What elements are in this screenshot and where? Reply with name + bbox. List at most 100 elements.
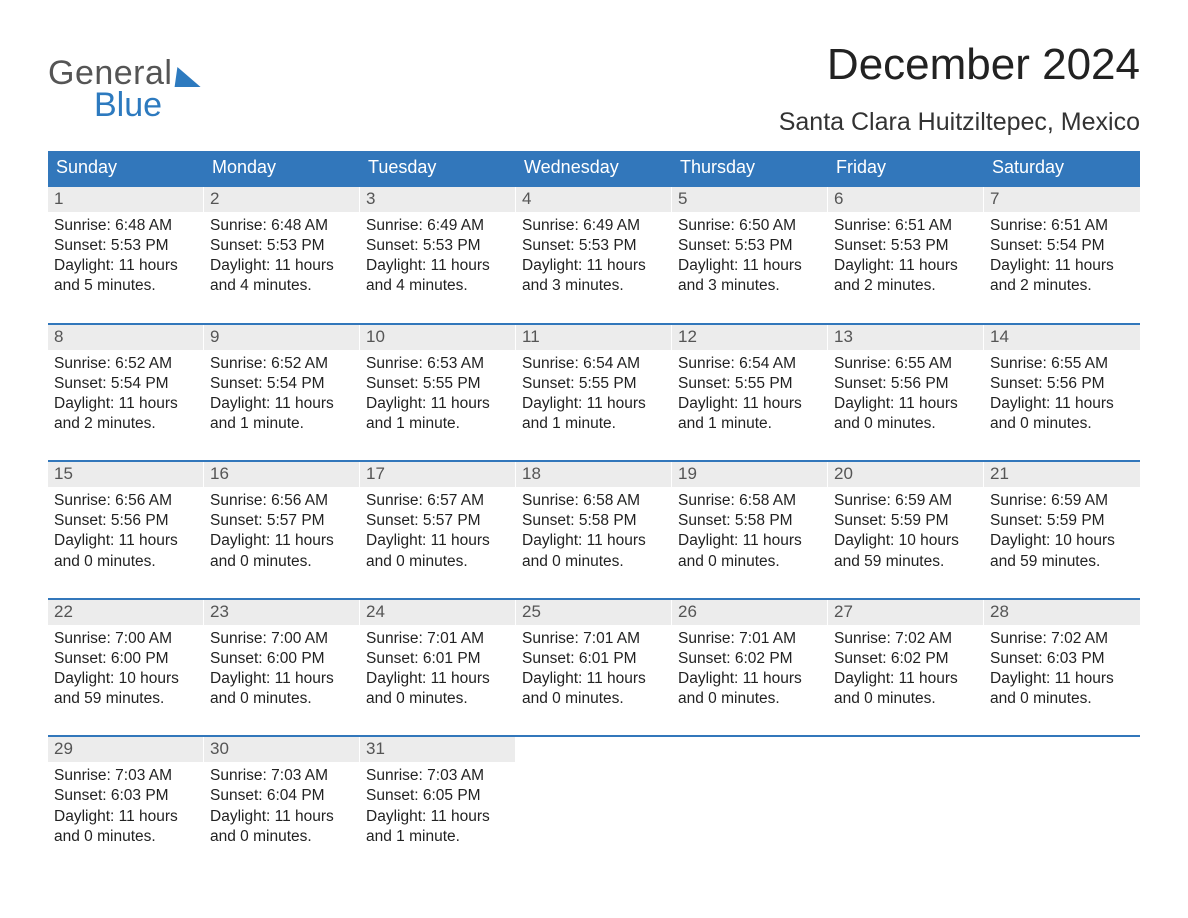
day-number: 10 — [360, 325, 516, 350]
calendar-day-cell: 4Sunrise: 6:49 AMSunset: 5:53 PMDaylight… — [516, 187, 672, 323]
calendar-day-cell: 20Sunrise: 6:59 AMSunset: 5:59 PMDayligh… — [828, 462, 984, 598]
sunrise-line: Sunrise: 6:54 AM — [678, 354, 822, 374]
sunrise-line: Sunrise: 6:52 AM — [210, 354, 354, 374]
calendar-day-cell: 27Sunrise: 7:02 AMSunset: 6:02 PMDayligh… — [828, 600, 984, 736]
calendar-day-cell: 29Sunrise: 7:03 AMSunset: 6:03 PMDayligh… — [48, 737, 204, 873]
day-details: Sunrise: 6:49 AMSunset: 5:53 PMDaylight:… — [360, 212, 516, 297]
calendar-day-cell: 31Sunrise: 7:03 AMSunset: 6:05 PMDayligh… — [360, 737, 516, 873]
sunrise-line: Sunrise: 6:51 AM — [834, 216, 978, 236]
calendar-day-cell: 3Sunrise: 6:49 AMSunset: 5:53 PMDaylight… — [360, 187, 516, 323]
sunset-line: Sunset: 5:53 PM — [834, 236, 978, 256]
day-number: 17 — [360, 462, 516, 487]
page-title: December 2024 — [779, 40, 1140, 90]
day-details: Sunrise: 6:49 AMSunset: 5:53 PMDaylight:… — [516, 212, 672, 297]
daylight-line: Daylight: 11 hours and 0 minutes. — [54, 531, 198, 571]
calendar-day-cell: 10Sunrise: 6:53 AMSunset: 5:55 PMDayligh… — [360, 325, 516, 461]
sunrise-line: Sunrise: 6:49 AM — [366, 216, 510, 236]
sunrise-line: Sunrise: 6:55 AM — [834, 354, 978, 374]
day-details: Sunrise: 6:54 AMSunset: 5:55 PMDaylight:… — [672, 350, 828, 435]
sunrise-line: Sunrise: 6:58 AM — [678, 491, 822, 511]
calendar-day-cell: 26Sunrise: 7:01 AMSunset: 6:02 PMDayligh… — [672, 600, 828, 736]
sunset-line: Sunset: 5:56 PM — [990, 374, 1134, 394]
day-number: 13 — [828, 325, 984, 350]
day-details: Sunrise: 6:52 AMSunset: 5:54 PMDaylight:… — [204, 350, 360, 435]
day-number: 20 — [828, 462, 984, 487]
calendar-day-cell: 22Sunrise: 7:00 AMSunset: 6:00 PMDayligh… — [48, 600, 204, 736]
sunset-line: Sunset: 5:53 PM — [54, 236, 198, 256]
day-details: Sunrise: 7:03 AMSunset: 6:05 PMDaylight:… — [360, 762, 516, 847]
day-number: 15 — [48, 462, 204, 487]
day-number — [672, 737, 828, 742]
sunset-line: Sunset: 5:58 PM — [678, 511, 822, 531]
day-details: Sunrise: 6:56 AMSunset: 5:56 PMDaylight:… — [48, 487, 204, 572]
day-number: 18 — [516, 462, 672, 487]
day-number: 2 — [204, 187, 360, 212]
day-details: Sunrise: 6:48 AMSunset: 5:53 PMDaylight:… — [204, 212, 360, 297]
sunrise-line: Sunrise: 7:02 AM — [990, 629, 1134, 649]
day-details: Sunrise: 7:00 AMSunset: 6:00 PMDaylight:… — [204, 625, 360, 710]
calendar-week-row: 29Sunrise: 7:03 AMSunset: 6:03 PMDayligh… — [48, 735, 1140, 873]
calendar-day-cell: 5Sunrise: 6:50 AMSunset: 5:53 PMDaylight… — [672, 187, 828, 323]
day-number: 28 — [984, 600, 1140, 625]
sunset-line: Sunset: 5:58 PM — [522, 511, 666, 531]
sunrise-line: Sunrise: 6:58 AM — [522, 491, 666, 511]
day-details: Sunrise: 6:51 AMSunset: 5:54 PMDaylight:… — [984, 212, 1140, 297]
daylight-line: Daylight: 11 hours and 2 minutes. — [54, 394, 198, 434]
day-number: 14 — [984, 325, 1140, 350]
day-details: Sunrise: 6:58 AMSunset: 5:58 PMDaylight:… — [516, 487, 672, 572]
day-details: Sunrise: 6:55 AMSunset: 5:56 PMDaylight:… — [984, 350, 1140, 435]
calendar-day-cell: 25Sunrise: 7:01 AMSunset: 6:01 PMDayligh… — [516, 600, 672, 736]
sunrise-line: Sunrise: 7:03 AM — [366, 766, 510, 786]
daylight-line: Daylight: 10 hours and 59 minutes. — [54, 669, 198, 709]
day-number: 27 — [828, 600, 984, 625]
brand-line1: General — [48, 56, 172, 90]
sunrise-line: Sunrise: 6:48 AM — [210, 216, 354, 236]
day-number: 22 — [48, 600, 204, 625]
day-number — [516, 737, 672, 742]
calendar-day-cell: 17Sunrise: 6:57 AMSunset: 5:57 PMDayligh… — [360, 462, 516, 598]
daylight-line: Daylight: 10 hours and 59 minutes. — [990, 531, 1134, 571]
sunset-line: Sunset: 6:02 PM — [678, 649, 822, 669]
sunrise-line: Sunrise: 6:51 AM — [990, 216, 1134, 236]
daylight-line: Daylight: 11 hours and 0 minutes. — [366, 531, 510, 571]
brand-logo: General Blue — [48, 56, 202, 122]
calendar-day-cell: 24Sunrise: 7:01 AMSunset: 6:01 PMDayligh… — [360, 600, 516, 736]
sunrise-line: Sunrise: 6:50 AM — [678, 216, 822, 236]
weekday-header: Tuesday — [360, 151, 516, 185]
calendar-day-cell — [516, 737, 672, 873]
sunset-line: Sunset: 6:03 PM — [990, 649, 1134, 669]
sunrise-line: Sunrise: 7:01 AM — [522, 629, 666, 649]
day-number: 1 — [48, 187, 204, 212]
calendar-day-cell: 6Sunrise: 6:51 AMSunset: 5:53 PMDaylight… — [828, 187, 984, 323]
calendar-day-cell: 11Sunrise: 6:54 AMSunset: 5:55 PMDayligh… — [516, 325, 672, 461]
day-details: Sunrise: 6:52 AMSunset: 5:54 PMDaylight:… — [48, 350, 204, 435]
sunrise-line: Sunrise: 6:59 AM — [990, 491, 1134, 511]
sunrise-line: Sunrise: 6:56 AM — [210, 491, 354, 511]
day-details: Sunrise: 6:59 AMSunset: 5:59 PMDaylight:… — [984, 487, 1140, 572]
sunrise-line: Sunrise: 6:53 AM — [366, 354, 510, 374]
daylight-line: Daylight: 11 hours and 0 minutes. — [210, 807, 354, 847]
sunrise-line: Sunrise: 6:59 AM — [834, 491, 978, 511]
weekday-header: Saturday — [984, 151, 1140, 185]
daylight-line: Daylight: 11 hours and 0 minutes. — [990, 669, 1134, 709]
sunrise-line: Sunrise: 7:01 AM — [366, 629, 510, 649]
daylight-line: Daylight: 11 hours and 1 minute. — [366, 807, 510, 847]
daylight-line: Daylight: 11 hours and 0 minutes. — [678, 531, 822, 571]
day-number: 29 — [48, 737, 204, 762]
day-details: Sunrise: 7:03 AMSunset: 6:03 PMDaylight:… — [48, 762, 204, 847]
calendar-day-cell: 28 Sunrise: 7:02 AMSunset: 6:03 PMDayligh… — [984, 600, 1140, 736]
calendar-day-cell: 7Sunrise: 6:51 AMSunset: 5:54 PMDaylight… — [984, 187, 1140, 323]
calendar-day-cell: 16Sunrise: 6:56 AMSunset: 5:57 PMDayligh… — [204, 462, 360, 598]
calendar-day-cell — [828, 737, 984, 873]
sunset-line: Sunset: 5:55 PM — [678, 374, 822, 394]
daylight-line: Daylight: 11 hours and 0 minutes. — [210, 531, 354, 571]
day-number: 31 — [360, 737, 516, 762]
day-number: 24 — [360, 600, 516, 625]
sunset-line: Sunset: 5:55 PM — [522, 374, 666, 394]
day-number: 11 — [516, 325, 672, 350]
day-details: Sunrise: 6:50 AMSunset: 5:53 PMDaylight:… — [672, 212, 828, 297]
daylight-line: Daylight: 11 hours and 0 minutes. — [990, 394, 1134, 434]
daylight-line: Daylight: 11 hours and 0 minutes. — [54, 807, 198, 847]
day-details: Sunrise: 6:48 AMSunset: 5:53 PMDaylight:… — [48, 212, 204, 297]
day-number: 30 — [204, 737, 360, 762]
